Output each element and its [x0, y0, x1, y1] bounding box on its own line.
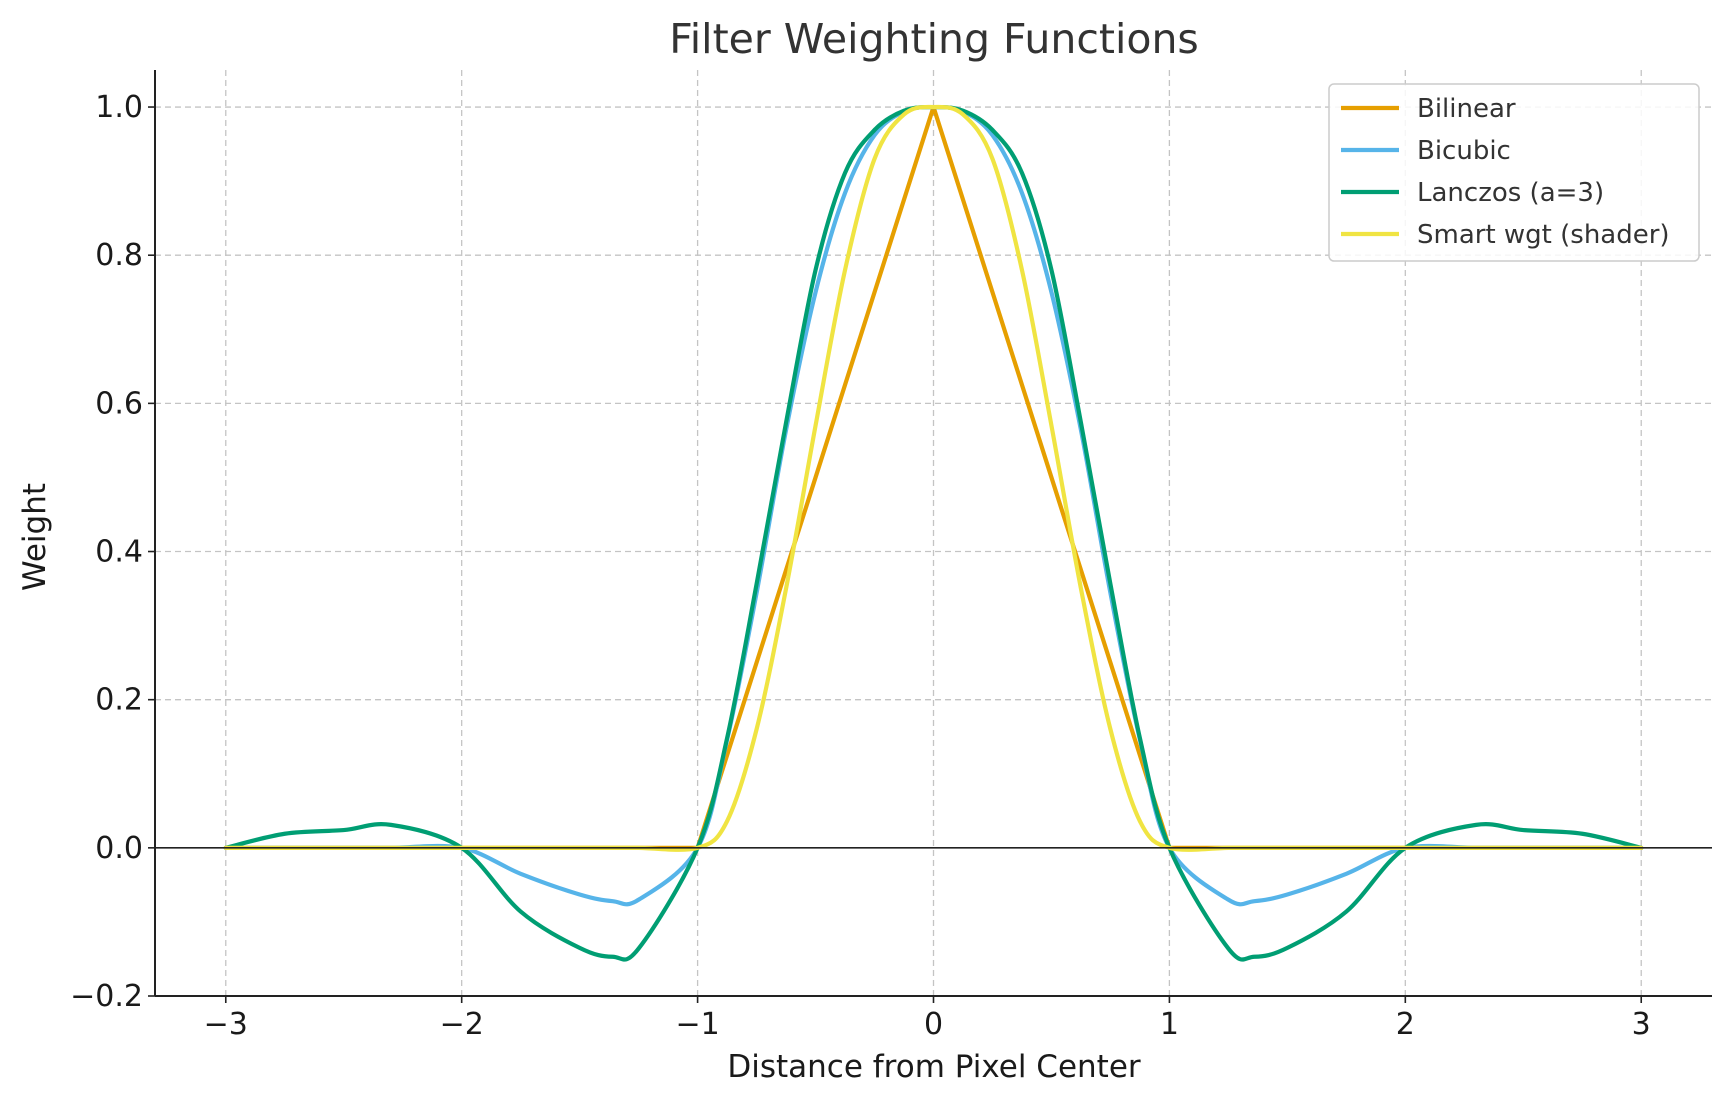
- y-tick-label: 0.2: [95, 683, 143, 718]
- y-tick-label: −0.2: [70, 979, 143, 1014]
- legend-label: Bicubic: [1417, 136, 1511, 166]
- x-tick-label: 1: [1160, 1007, 1179, 1042]
- x-tick-label: −3: [204, 1007, 248, 1042]
- legend-label: Bilinear: [1417, 94, 1516, 124]
- x-tick-label: −1: [675, 1007, 719, 1042]
- x-tick-label: 0: [924, 1007, 943, 1042]
- chart-title: Filter Weighting Functions: [669, 15, 1199, 63]
- y-tick-label: 1.0: [95, 90, 143, 125]
- tick-labels: −3 −2 −1 0 1 2 3 −0.2 0.0 0.2 0.4 0.6 0.8 1.0: [70, 90, 1651, 1042]
- y-tick-label: 0.0: [95, 831, 143, 866]
- y-tick-label: 0.4: [95, 535, 143, 570]
- x-tick-label: −2: [440, 1007, 484, 1042]
- legend-label: Smart wgt (shader): [1417, 220, 1670, 250]
- y-tick-label: 0.6: [95, 386, 143, 421]
- legend-label: Lanczos (a=3): [1417, 178, 1604, 208]
- legend-box: [1328, 83, 1700, 262]
- y-tick-label: 0.8: [95, 238, 143, 273]
- legend: Bilinear Bicubic Lanczos (a=3) Smart wgt (s…: [1328, 83, 1700, 262]
- x-tick-label: 2: [1396, 1007, 1415, 1042]
- x-tick-label: 3: [1632, 1007, 1651, 1042]
- x-axis-label: Distance from Pixel Center: [727, 1049, 1141, 1085]
- y-axis-label: Weight: [17, 483, 53, 591]
